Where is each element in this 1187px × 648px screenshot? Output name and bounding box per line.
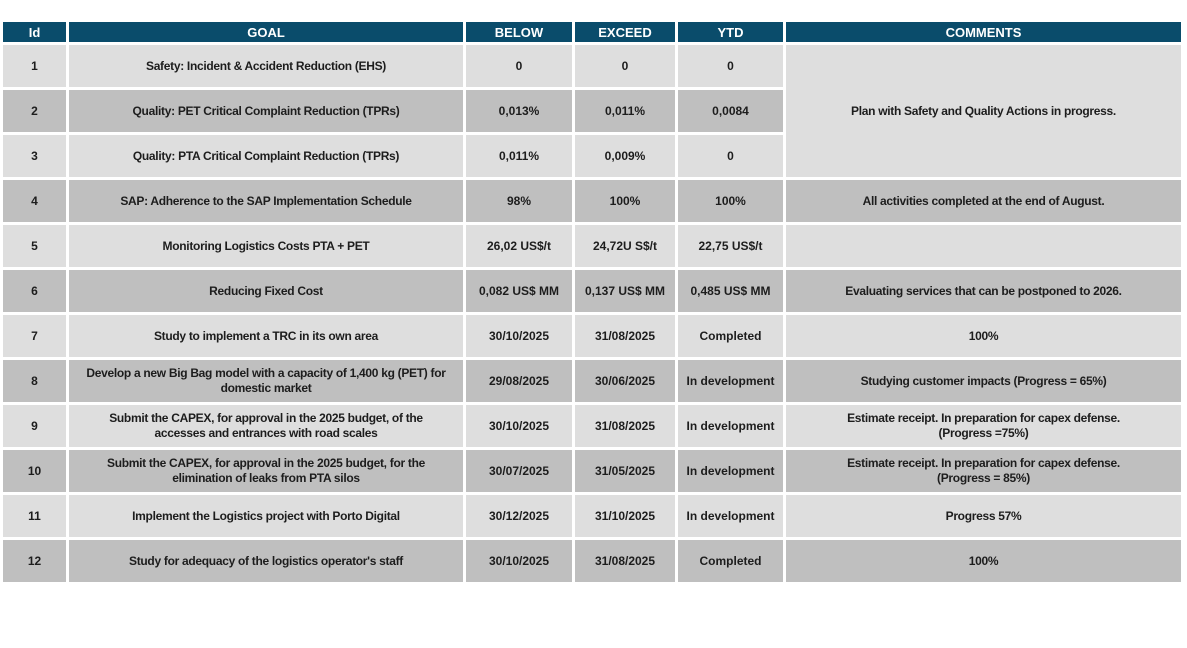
cell-comments: All activities completed at the end of A… (786, 180, 1181, 222)
cell-ytd: In development (678, 360, 783, 402)
cell-id: 11 (3, 495, 66, 537)
cell-goal: SAP: Adherence to the SAP Implementation… (69, 180, 463, 222)
table-header: Id GOAL BELOW EXCEED YTD COMMENTS (3, 22, 1181, 42)
cell-id: 7 (3, 315, 66, 357)
cell-ytd: In development (678, 405, 783, 447)
cell-ytd: 0 (678, 135, 783, 177)
cell-ytd: 0,485 US$ MM (678, 270, 783, 312)
cell-ytd: 0,0084 (678, 90, 783, 132)
cell-goal: Submit the CAPEX, for approval in the 20… (69, 450, 463, 492)
cell-ytd: Completed (678, 315, 783, 357)
cell-ytd: In development (678, 495, 783, 537)
header-cell-id: Id (3, 22, 66, 42)
cell-below: 30/10/2025 (466, 405, 572, 447)
table-row: 3 Quality: PTA Critical Complaint Reduct… (3, 135, 1181, 177)
cell-below: 0,011% (466, 135, 572, 177)
cell-exceed: 0 (575, 45, 675, 87)
cell-below: 0,013% (466, 90, 572, 132)
cell-below: 30/10/2025 (466, 540, 572, 582)
table-row: 10 Submit the CAPEX, for approval in the… (3, 450, 1181, 492)
cell-below: 29/08/2025 (466, 360, 572, 402)
table-row: 2 Quality: PET Critical Complaint Reduct… (3, 90, 1181, 132)
cell-goal: Develop a new Big Bag model with a capac… (69, 360, 463, 402)
header-cell-exceed: EXCEED (575, 22, 675, 42)
cell-goal: Safety: Incident & Accident Reduction (E… (69, 45, 463, 87)
cell-exceed: 31/08/2025 (575, 540, 675, 582)
cell-exceed: 24,72U S$/t (575, 225, 675, 267)
cell-goal: Reducing Fixed Cost (69, 270, 463, 312)
table-row: 4 SAP: Adherence to the SAP Implementati… (3, 180, 1181, 222)
cell-id: 5 (3, 225, 66, 267)
cell-id: 12 (3, 540, 66, 582)
cell-comments: 100% (786, 540, 1181, 582)
cell-ytd: Completed (678, 540, 783, 582)
cell-exceed: 31/05/2025 (575, 450, 675, 492)
cell-exceed: 0,011% (575, 90, 675, 132)
goals-table: Id GOAL BELOW EXCEED YTD COMMENTS 1 Safe… (0, 19, 1184, 585)
cell-ytd: 22,75 US$/t (678, 225, 783, 267)
cell-below: 0,082 US$ MM (466, 270, 572, 312)
cell-id: 9 (3, 405, 66, 447)
cell-id: 2 (3, 90, 66, 132)
table-row: 7 Study to implement a TRC in its own ar… (3, 315, 1181, 357)
cell-id: 8 (3, 360, 66, 402)
header-cell-comments: COMMENTS (786, 22, 1181, 42)
cell-comments: 100% (786, 315, 1181, 357)
cell-exceed: 31/08/2025 (575, 315, 675, 357)
cell-comments: Estimate receipt. In preparation for cap… (786, 450, 1181, 492)
cell-below: 0 (466, 45, 572, 87)
cell-below: 98% (466, 180, 572, 222)
cell-exceed: 31/10/2025 (575, 495, 675, 537)
cell-id: 1 (3, 45, 66, 87)
cell-goal: Submit the CAPEX, for approval in the 20… (69, 405, 463, 447)
cell-comments: Studying customer impacts (Progress = 65… (786, 360, 1181, 402)
cell-ytd: In development (678, 450, 783, 492)
cell-goal: Study for adequacy of the logistics oper… (69, 540, 463, 582)
header-row: Id GOAL BELOW EXCEED YTD COMMENTS (3, 22, 1181, 42)
table-row: 5 Monitoring Logistics Costs PTA + PET 2… (3, 225, 1181, 267)
cell-goal: Implement the Logistics project with Por… (69, 495, 463, 537)
cell-id: 3 (3, 135, 66, 177)
table-row: 12 Study for adequacy of the logistics o… (3, 540, 1181, 582)
cell-exceed: 30/06/2025 (575, 360, 675, 402)
cell-comments-merged: Plan with Safety and Quality Actions in … (786, 45, 1181, 177)
cell-goal: Quality: PET Critical Complaint Reductio… (69, 90, 463, 132)
header-cell-below: BELOW (466, 22, 572, 42)
header-cell-goal: GOAL (69, 22, 463, 42)
cell-goal: Quality: PTA Critical Complaint Reductio… (69, 135, 463, 177)
cell-ytd: 100% (678, 180, 783, 222)
cell-below: 30/10/2025 (466, 315, 572, 357)
cell-below: 30/12/2025 (466, 495, 572, 537)
header-cell-ytd: YTD (678, 22, 783, 42)
cell-comments (786, 225, 1181, 267)
cell-exceed: 100% (575, 180, 675, 222)
table-row: 8 Develop a new Big Bag model with a cap… (3, 360, 1181, 402)
cell-below: 30/07/2025 (466, 450, 572, 492)
cell-ytd: 0 (678, 45, 783, 87)
table-row: 6 Reducing Fixed Cost 0,082 US$ MM 0,137… (3, 270, 1181, 312)
cell-id: 10 (3, 450, 66, 492)
cell-comments: Estimate receipt. In preparation for cap… (786, 405, 1181, 447)
cell-exceed: 31/08/2025 (575, 405, 675, 447)
table-row: 9 Submit the CAPEX, for approval in the … (3, 405, 1181, 447)
cell-exceed: 0,009% (575, 135, 675, 177)
table-row: 11 Implement the Logistics project with … (3, 495, 1181, 537)
cell-exceed: 0,137 US$ MM (575, 270, 675, 312)
cell-comments: Progress 57% (786, 495, 1181, 537)
cell-comments: Evaluating services that can be postpone… (786, 270, 1181, 312)
table-row: 1 Safety: Incident & Accident Reduction … (3, 45, 1181, 177)
cell-below: 26,02 US$/t (466, 225, 572, 267)
cell-goal: Monitoring Logistics Costs PTA + PET (69, 225, 463, 267)
cell-goal: Study to implement a TRC in its own area (69, 315, 463, 357)
cell-id: 4 (3, 180, 66, 222)
cell-id: 6 (3, 270, 66, 312)
